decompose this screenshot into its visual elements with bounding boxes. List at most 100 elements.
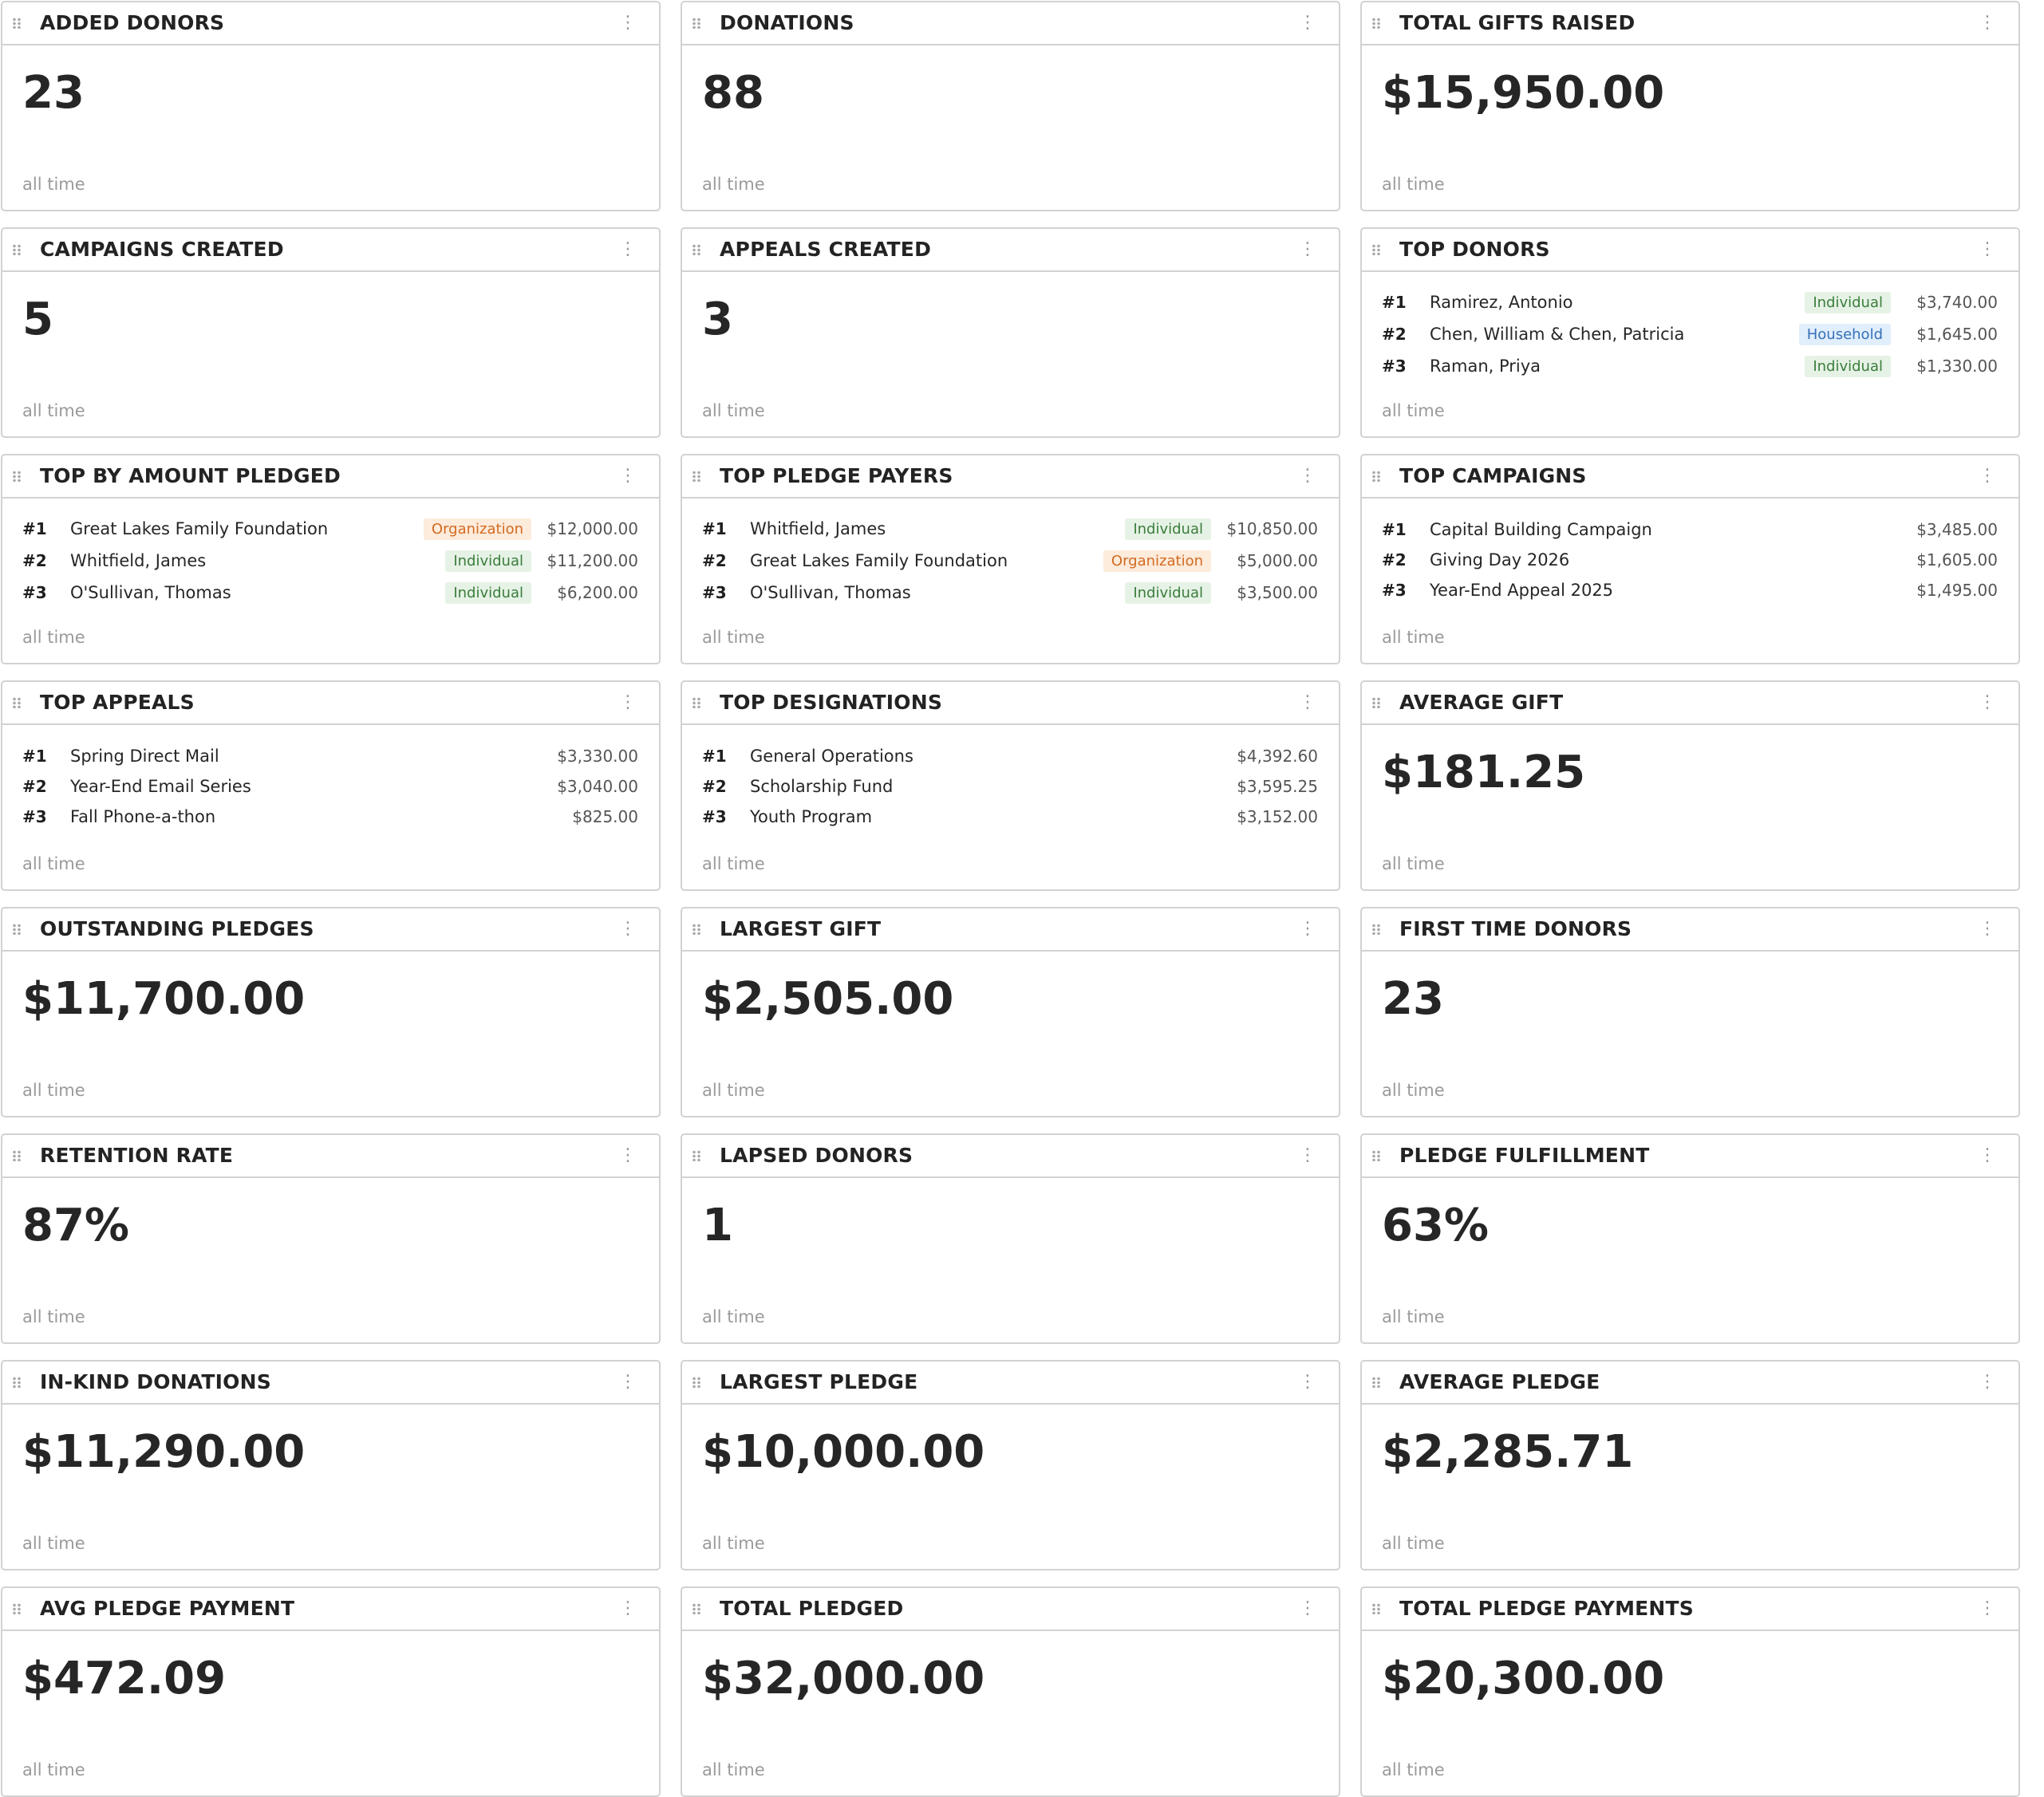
card-header: AVERAGE GIFT ⋮ [1362,682,2018,725]
item-name: Great Lakes Family Foundation [70,519,329,538]
drag-handle-icon[interactable] [12,471,22,482]
drag-handle-icon[interactable] [1371,1150,1381,1161]
drag-handle-icon[interactable] [1371,471,1381,482]
list-item[interactable]: #1 Ramirez, Antonio Individual $3,740.00 [1382,286,1998,318]
list-item[interactable]: #1 Capital Building Campaign $3,485.00 [1382,514,1998,545]
rank-number: #2 [702,551,727,570]
card-title: OUTSTANDING PLEDGES [40,917,314,940]
period-label: all time [702,1534,765,1553]
list-item[interactable]: #2 Giving Day 2026 $1,605.00 [1382,545,1998,575]
drag-handle-icon[interactable] [692,697,701,708]
list-item[interactable]: #3 O'Sullivan, Thomas Individual $6,200.00 [22,577,638,609]
more-options-icon[interactable]: ⋮ [619,1372,637,1392]
card-title: TOP DESIGNATIONS [720,691,943,714]
drag-handle-icon[interactable] [1371,18,1381,29]
more-options-icon[interactable]: ⋮ [1979,1598,1996,1618]
more-options-icon[interactable]: ⋮ [1979,1372,1996,1392]
list-item[interactable]: #2 Scholarship Fund $3,595.25 [702,771,1318,802]
drag-handle-icon[interactable] [692,1377,701,1388]
drag-handle-icon[interactable] [1371,1377,1381,1388]
type-badge: Organization [1103,550,1211,572]
drag-handle-icon[interactable] [1371,924,1381,935]
list-item[interactable]: #2 Chen, William & Chen, Patricia Househol… [1382,318,1998,350]
card-lapsed-donors: LAPSED DONORS ⋮ 1 all time [681,1133,1340,1344]
list-item[interactable]: #3 O'Sullivan, Thomas Individual $3,500.00 [702,577,1318,609]
drag-handle-icon[interactable] [1371,1603,1381,1614]
drag-handle-icon[interactable] [12,244,22,255]
more-options-icon[interactable]: ⋮ [619,692,637,712]
item-amount: $3,040.00 [557,777,638,796]
drag-handle-icon[interactable] [12,18,22,29]
rank-number: #3 [1382,581,1407,600]
card-header: TOP PLEDGE PAYERS ⋮ [682,455,1339,499]
drag-handle-icon[interactable] [12,1377,22,1388]
list-item[interactable]: #2 Whitfield, James Individual $11,200.00 [22,545,638,577]
more-options-icon[interactable]: ⋮ [1979,919,1996,939]
card-header: ADDED DONORS ⋮ [2,2,659,45]
period-label: all time [702,175,765,194]
more-options-icon[interactable]: ⋮ [1299,1372,1316,1392]
rank-number: #3 [702,807,727,826]
card-outstanding-pledges: OUTSTANDING PLEDGES ⋮ $11,700.00 all time [1,907,661,1117]
list-item[interactable]: #1 Whitfield, James Individual $10,850.00 [702,513,1318,545]
more-options-icon[interactable]: ⋮ [1979,1145,1996,1165]
drag-handle-icon[interactable] [12,697,22,708]
more-options-icon[interactable]: ⋮ [619,466,637,486]
list-item[interactable]: #3 Raman, Priya Individual $1,330.00 [1382,350,1998,382]
drag-handle-icon[interactable] [692,1150,701,1161]
period-label: all time [702,1081,765,1100]
ranked-list: #1 Spring Direct Mail $3,330.00 #2 Year-End … [22,741,638,832]
list-item[interactable]: #2 Year-End Email Series $3,040.00 [22,771,638,802]
drag-handle-icon[interactable] [692,471,701,482]
drag-handle-icon[interactable] [12,924,22,935]
more-options-icon[interactable]: ⋮ [1299,239,1316,259]
item-amount: $3,595.25 [1237,777,1318,796]
drag-handle-icon[interactable] [692,244,701,255]
rank-number: #3 [1382,357,1407,376]
item-amount: $3,152.00 [1237,807,1318,826]
drag-handle-icon[interactable] [12,1150,22,1161]
list-item[interactable]: #2 Great Lakes Family Foundation Organizat… [702,545,1318,577]
period-label: all time [22,175,85,194]
more-options-icon[interactable]: ⋮ [1299,466,1316,486]
more-options-icon[interactable]: ⋮ [1299,692,1316,712]
more-options-icon[interactable]: ⋮ [619,919,637,939]
item-amount: $825.00 [572,807,638,826]
item-amount: $3,485.00 [1916,520,1998,539]
item-amount: $3,330.00 [557,747,638,766]
drag-handle-icon[interactable] [692,1603,701,1614]
more-options-icon[interactable]: ⋮ [1299,13,1316,33]
more-options-icon[interactable]: ⋮ [1299,1598,1316,1618]
list-item[interactable]: #1 Spring Direct Mail $3,330.00 [22,741,638,771]
drag-handle-icon[interactable] [12,1603,22,1614]
list-item[interactable]: #3 Fall Phone-a-thon $825.00 [22,802,638,832]
more-options-icon[interactable]: ⋮ [1979,692,1996,712]
item-name: Great Lakes Family Foundation [750,551,1008,570]
item-amount: $10,850.00 [1226,519,1318,538]
drag-handle-icon[interactable] [1371,697,1381,708]
type-badge: Individual [445,550,531,572]
more-options-icon[interactable]: ⋮ [619,1145,637,1165]
card-average-pledge: AVERAGE PLEDGE ⋮ $2,285.71 all time [1360,1360,2020,1570]
more-options-icon[interactable]: ⋮ [1299,1145,1316,1165]
drag-handle-icon[interactable] [692,924,701,935]
list-item[interactable]: #3 Youth Program $3,152.00 [702,802,1318,832]
rank-number: #1 [22,747,47,766]
more-options-icon[interactable]: ⋮ [1979,239,1996,259]
more-options-icon[interactable]: ⋮ [1299,919,1316,939]
more-options-icon[interactable]: ⋮ [1979,466,1996,486]
more-options-icon[interactable]: ⋮ [619,1598,637,1618]
drag-handle-icon[interactable] [1371,244,1381,255]
more-options-icon[interactable]: ⋮ [1979,13,1996,33]
list-item[interactable]: #3 Year-End Appeal 2025 $1,495.00 [1382,575,1998,605]
card-header: OUTSTANDING PLEDGES ⋮ [2,908,659,952]
metric-value: $472.09 [22,1653,227,1704]
card-header: CAMPAIGNS CREATED ⋮ [2,229,659,272]
more-options-icon[interactable]: ⋮ [619,239,637,259]
item-amount: $1,495.00 [1916,581,1998,600]
list-item[interactable]: #1 Great Lakes Family Foundation Organizat… [22,513,638,545]
drag-handle-icon[interactable] [692,18,701,29]
more-options-icon[interactable]: ⋮ [619,13,637,33]
card-title: CAMPAIGNS CREATED [40,238,284,261]
list-item[interactable]: #1 General Operations $4,392.60 [702,741,1318,771]
